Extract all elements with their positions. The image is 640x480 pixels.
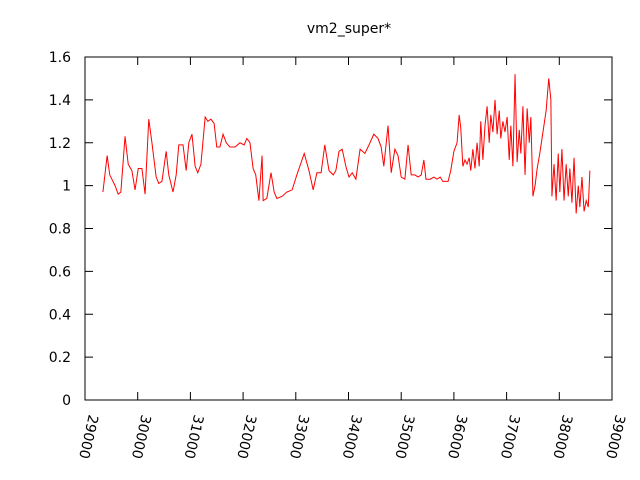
y-tick-label: 0.6 [49,264,71,280]
x-tick-label: 29000 [75,413,101,460]
y-tick-label: 0.4 [49,307,71,323]
y-tick-label: 1.4 [49,93,71,109]
y-tick-label: 1.6 [49,50,71,66]
x-tick-label: 34000 [339,413,365,460]
x-tick-label: 32000 [233,413,259,460]
plot-frame [84,56,613,401]
x-tick-label: 31000 [180,413,206,460]
y-tick-label: 1.2 [49,136,71,152]
x-tick-label: 36000 [444,413,470,460]
y-tick-label: 0 [62,393,71,409]
x-tick-label: 38000 [549,413,575,460]
chart-title: vm2_super* [307,21,391,37]
x-tick-label: 37000 [497,413,523,460]
x-tick-label: 33000 [286,413,312,460]
data-line [102,74,591,214]
y-tick-label: 0.2 [49,350,71,366]
y-tick-label: 0.8 [49,222,71,238]
x-tick-label: 39000 [602,413,628,460]
x-tick-label: 35000 [391,413,417,460]
x-tick-label: 30000 [128,413,154,460]
y-tick-label: 1 [62,179,71,195]
